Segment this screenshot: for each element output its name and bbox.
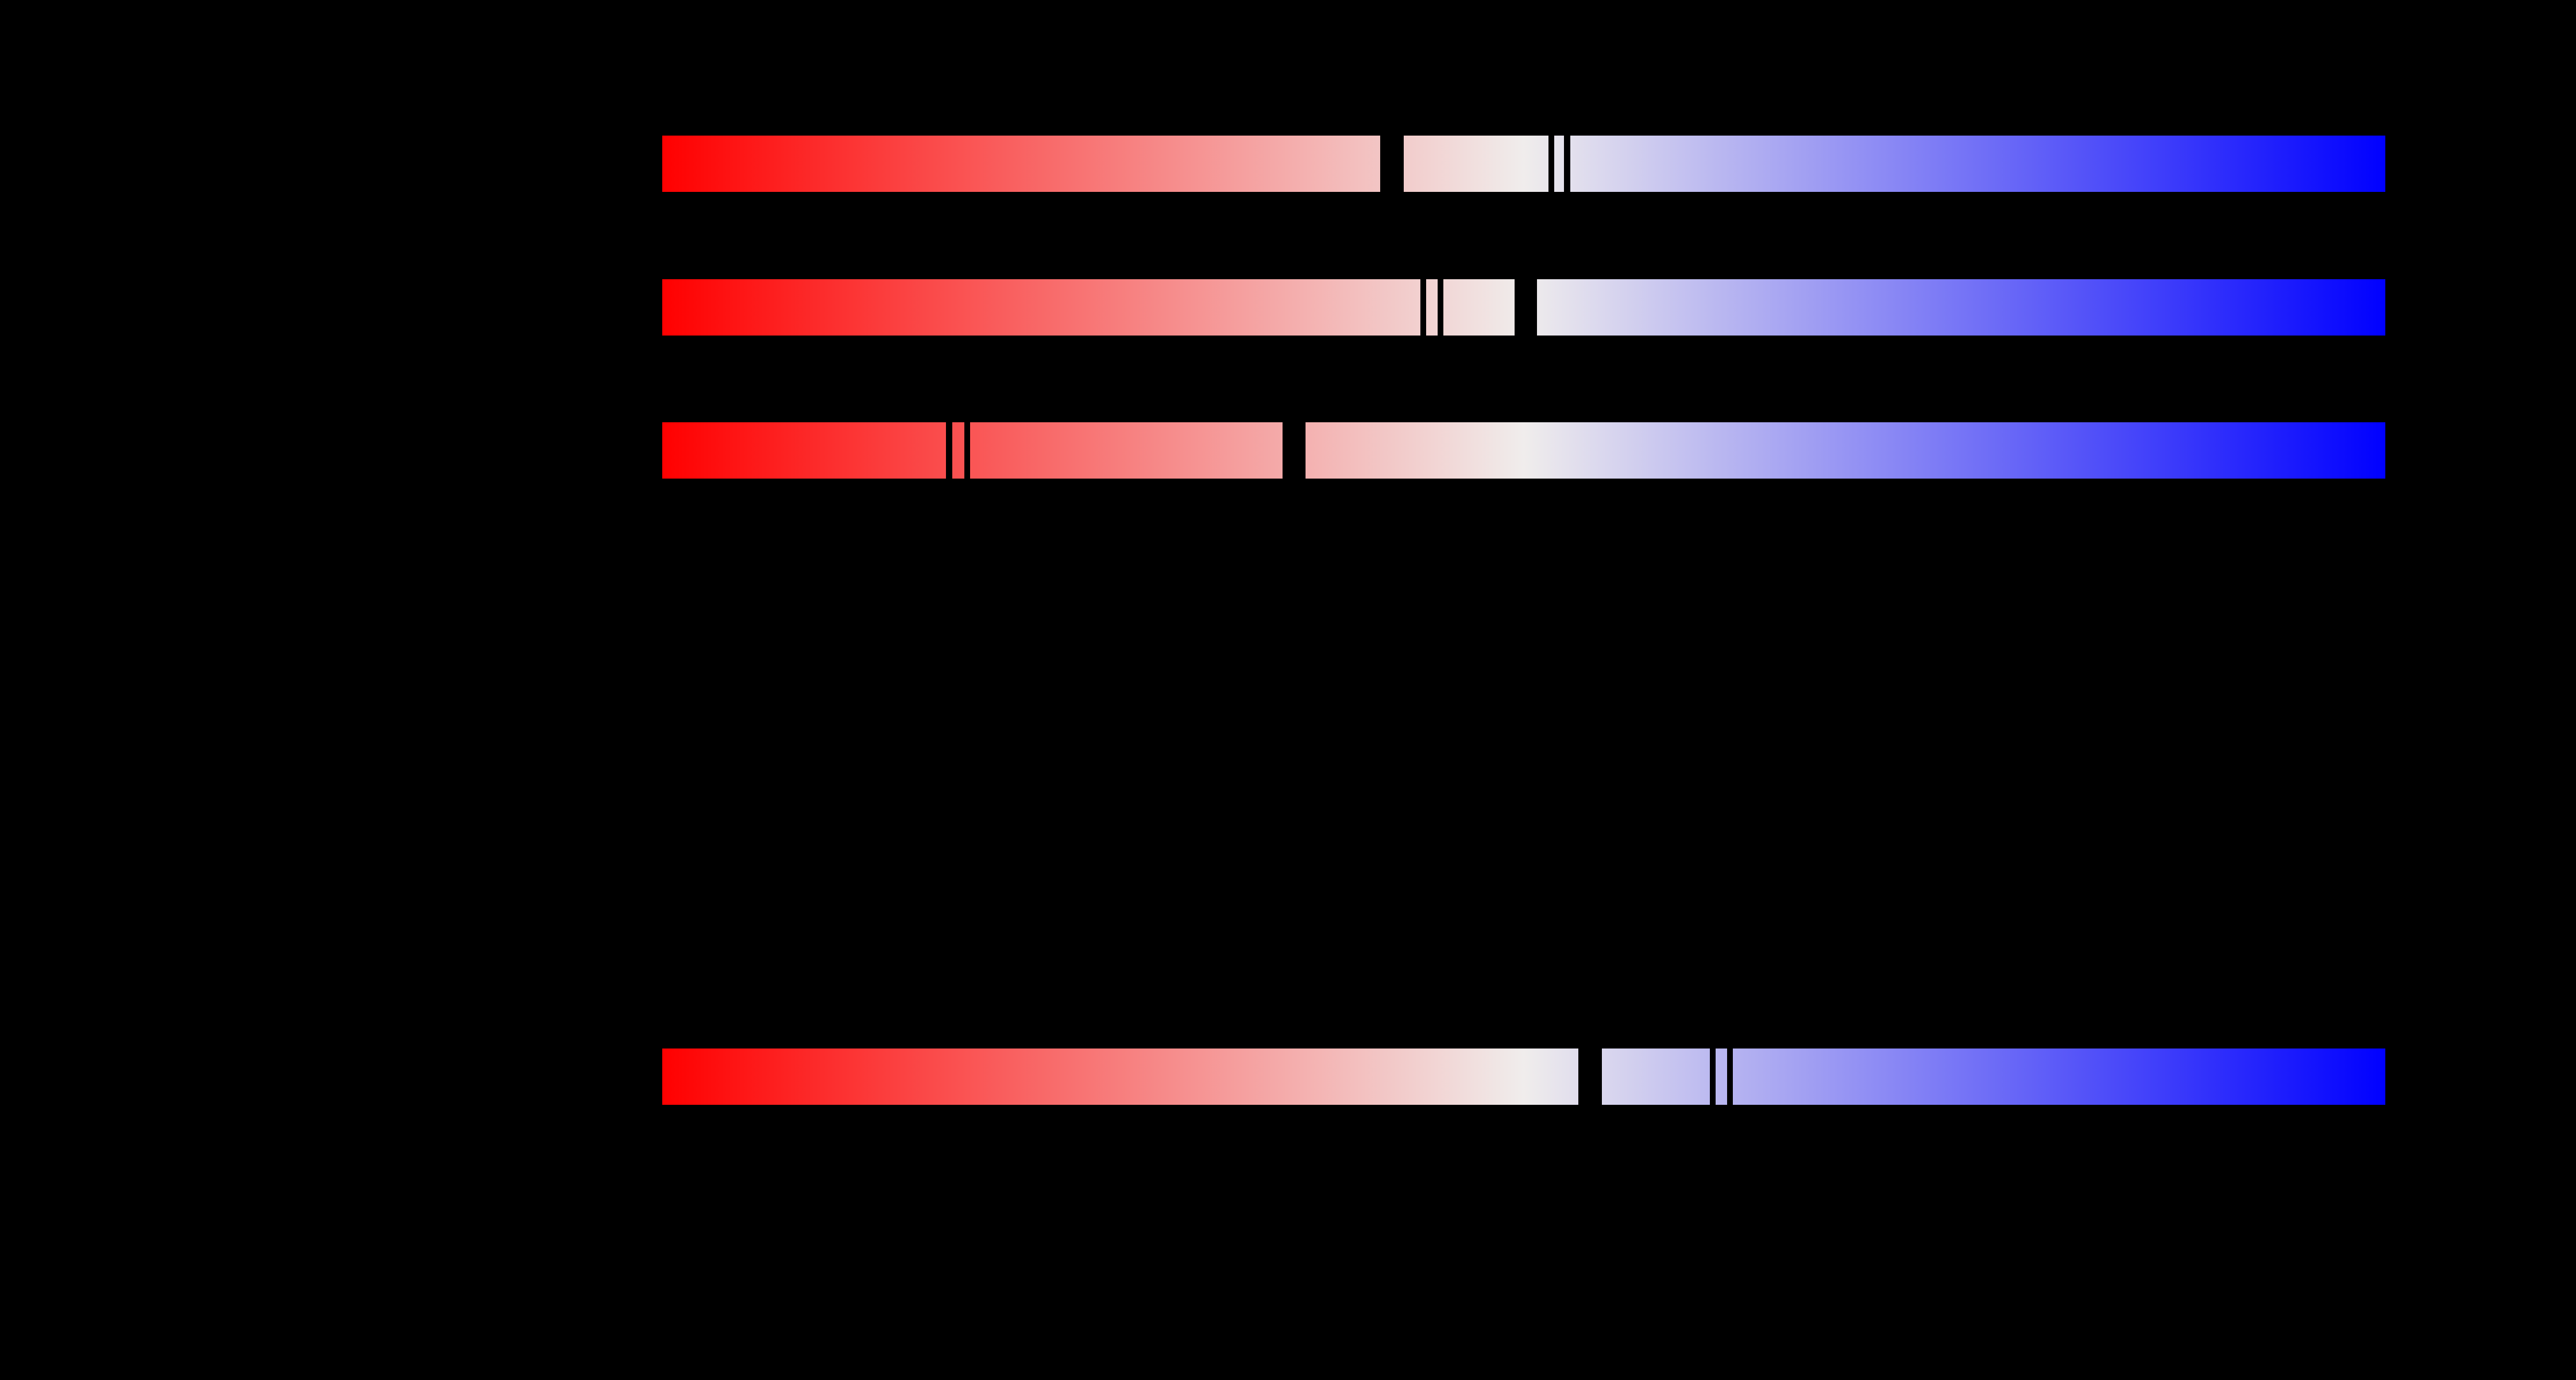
thin-marker [1420, 279, 1426, 336]
thick-marker [1578, 1049, 1602, 1105]
thick-marker [1283, 422, 1306, 479]
thin-marker [1727, 1049, 1733, 1105]
gradient-bar-bar-1 [662, 136, 2385, 192]
thin-marker [1710, 1049, 1716, 1105]
gradient-bar-bar-3 [662, 422, 2385, 479]
thin-marker [1548, 136, 1554, 192]
gradient-bar-bar-2 [662, 279, 2385, 336]
gradient-bar-bar-4 [662, 1049, 2385, 1105]
thin-marker [1438, 279, 1443, 336]
thick-marker [1515, 279, 1537, 336]
thin-marker [964, 422, 970, 479]
thick-marker [1380, 136, 1404, 192]
thin-marker [946, 422, 952, 479]
thin-marker [1564, 136, 1570, 192]
